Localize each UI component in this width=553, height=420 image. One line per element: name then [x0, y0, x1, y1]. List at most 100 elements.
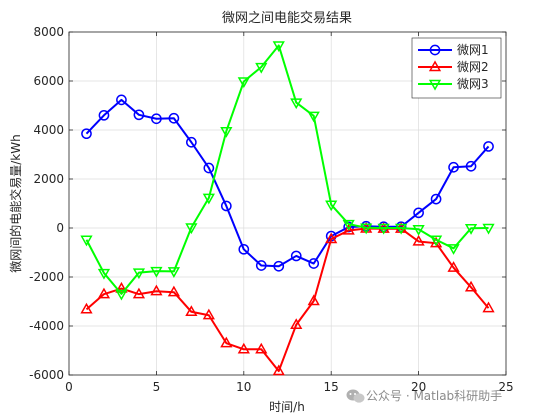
data-point	[482, 223, 495, 235]
y-tick-label: 0	[56, 221, 64, 235]
data-point	[342, 223, 355, 235]
data-point	[273, 260, 285, 272]
data-point	[447, 244, 460, 255]
y-axis-label: 微网间的电能交易量/kWh	[8, 134, 23, 272]
data-point	[98, 109, 110, 121]
series-1	[81, 94, 494, 272]
data-point	[429, 235, 443, 247]
data-point	[203, 162, 215, 174]
data-point	[185, 305, 198, 316]
legend-marker	[428, 79, 442, 91]
data-point	[465, 160, 477, 172]
data-point	[237, 77, 250, 89]
data-point	[290, 250, 302, 262]
data-point	[430, 193, 442, 205]
data-point	[272, 41, 285, 53]
data-point	[80, 235, 93, 247]
legend-entry: 微网2	[418, 60, 489, 74]
series-line	[85, 98, 490, 268]
data-point	[167, 285, 180, 297]
legend: 微网1 微网2 微网3	[411, 37, 502, 99]
data-point	[272, 364, 285, 376]
data-point	[255, 342, 268, 354]
y-tick-label: 2000	[33, 172, 64, 186]
data-point	[429, 236, 443, 248]
data-point	[115, 281, 128, 293]
y-tick-label: 8000	[33, 25, 64, 39]
data-point	[97, 268, 111, 280]
legend-entry: 微网1	[418, 43, 489, 57]
data-point	[447, 261, 460, 272]
data-point	[167, 267, 180, 278]
data-point	[343, 221, 355, 233]
data-point	[133, 109, 145, 121]
data-point	[307, 294, 320, 306]
data-point	[308, 258, 320, 269]
data-point	[255, 260, 267, 271]
x-tick-label: 5	[153, 380, 161, 394]
data-point	[237, 342, 250, 354]
data-point	[464, 224, 478, 235]
series-group	[80, 41, 495, 376]
x-axis-label: 时间/h	[269, 400, 305, 414]
data-point	[325, 232, 338, 244]
y-tick-label: 6000	[33, 74, 64, 88]
data-point	[97, 287, 111, 299]
series-3	[80, 41, 495, 301]
data-point	[81, 128, 92, 140]
data-point	[395, 223, 408, 235]
plot-area-frame	[68, 31, 507, 376]
data-point	[483, 141, 494, 152]
data-point	[482, 301, 495, 313]
legend-entry: 微网3	[418, 77, 489, 91]
data-point	[342, 219, 355, 231]
axis-ticks: 0 5 10 15 20 25 -6000 -4000 -2000 0 2000 4000 6000 80…	[29, 25, 514, 394]
data-point	[325, 200, 338, 212]
data-point	[448, 161, 459, 173]
data-point	[202, 193, 215, 205]
data-point	[168, 112, 180, 124]
data-point	[238, 243, 250, 255]
x-tick-label: 25	[498, 380, 513, 394]
series-2	[80, 221, 495, 376]
data-point	[150, 266, 163, 278]
x-tick-label: 0	[65, 380, 73, 394]
legend-label: 微网1	[457, 43, 489, 57]
data-point	[150, 284, 163, 296]
legend-label: 微网3	[457, 77, 489, 91]
x-tick-label: 15	[324, 380, 339, 394]
data-point	[290, 98, 303, 110]
chart-title: 微网之间电能交易结果	[222, 10, 352, 26]
wechat-icon	[346, 389, 365, 403]
data-point	[115, 289, 128, 301]
y-tick-label: -4000	[29, 319, 64, 333]
data-point	[360, 223, 373, 235]
data-point	[116, 94, 127, 106]
data-point	[464, 280, 478, 292]
data-point	[132, 287, 146, 299]
data-point	[185, 223, 198, 235]
watermark: 公众号 · Matlab科研助手	[346, 389, 502, 403]
data-point	[80, 302, 93, 314]
data-point	[220, 200, 232, 212]
watermark-text: 公众号 · Matlab科研助手	[366, 389, 502, 403]
data-point	[220, 127, 233, 138]
data-point	[412, 225, 425, 236]
legend-marker	[429, 44, 441, 56]
data-point	[220, 336, 233, 348]
legend-marker	[428, 60, 442, 72]
x-tick-label: 20	[411, 380, 426, 394]
data-point	[412, 234, 425, 246]
x-tick-label: 10	[236, 380, 251, 394]
data-point	[202, 308, 215, 320]
data-point	[186, 136, 197, 148]
data-point	[290, 318, 303, 329]
data-point	[413, 207, 424, 219]
data-point	[151, 113, 162, 125]
data-point	[307, 111, 320, 123]
y-tick-label: -2000	[29, 270, 64, 284]
y-tick-label: -6000	[29, 368, 64, 382]
data-point	[377, 223, 390, 235]
data-point	[255, 62, 268, 74]
